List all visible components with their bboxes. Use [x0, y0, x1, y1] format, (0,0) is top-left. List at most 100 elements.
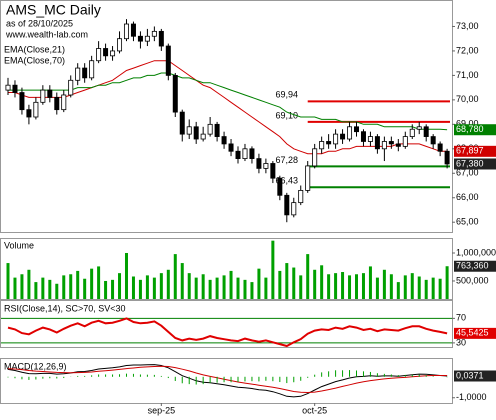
- bar: [306, 254, 310, 299]
- last-value-label: 0,0371: [456, 370, 484, 380]
- bar: [131, 276, 135, 299]
- legend-entry: MACD(12,26,9): [4, 361, 67, 371]
- candle-body: [103, 48, 109, 57]
- candle-body: [360, 131, 366, 142]
- bar: [90, 268, 94, 299]
- candle-body: [228, 143, 234, 152]
- histogram-bar: [314, 374, 316, 377]
- bar: [48, 279, 52, 299]
- candle-body: [235, 150, 241, 159]
- histogram-bar: [244, 376, 246, 382]
- last-value-label: 763,360: [456, 261, 489, 271]
- candle-body: [242, 148, 248, 159]
- histogram-bar: [376, 373, 378, 377]
- y-tick-label: 30: [456, 337, 466, 347]
- histogram-bar: [181, 376, 183, 384]
- chart-title: AMS_MC Daily: [6, 2, 101, 18]
- bar: [69, 274, 73, 299]
- candle-body: [179, 111, 185, 135]
- candle-body: [5, 84, 11, 91]
- histogram-bar: [153, 374, 155, 377]
- histogram-bar: [223, 376, 225, 383]
- bar: [361, 273, 365, 299]
- histogram-bar: [342, 370, 344, 377]
- bar: [403, 275, 407, 299]
- histogram-bar: [188, 376, 190, 385]
- bar: [76, 270, 80, 299]
- bar: [424, 279, 428, 299]
- histogram-bar: [356, 370, 357, 377]
- candle-body: [123, 23, 129, 40]
- bar: [417, 276, 421, 299]
- candle-body: [110, 50, 116, 57]
- histogram-bar: [230, 376, 232, 383]
- bar: [222, 275, 226, 299]
- panel-frame: [0, 238, 453, 300]
- histogram-bar: [98, 374, 100, 377]
- histogram-bar: [307, 376, 309, 378]
- bar: [438, 278, 442, 299]
- y-tick-label: 73,00: [456, 21, 479, 31]
- candle-body: [374, 136, 380, 150]
- histogram-bar: [390, 374, 392, 377]
- legend-entry: EMA(Close,21): [4, 44, 65, 54]
- bar: [55, 283, 59, 299]
- bar: [334, 273, 338, 299]
- candle-body: [444, 150, 450, 165]
- bar: [389, 274, 393, 299]
- bar: [118, 273, 122, 299]
- candle-body: [40, 89, 46, 103]
- bar: [285, 263, 289, 299]
- bar: [124, 252, 128, 299]
- y-tick-label: 70,00: [456, 94, 479, 104]
- level-label: 69,94: [275, 90, 298, 100]
- histogram-bar: [425, 375, 427, 377]
- bar: [396, 282, 400, 299]
- candle-body: [367, 136, 373, 142]
- bar: [13, 277, 17, 299]
- last-value-label: 68,780: [456, 124, 484, 134]
- last-value-label: 45,5425: [456, 328, 489, 338]
- candle-body: [430, 136, 436, 145]
- histogram-bar: [132, 373, 134, 377]
- candle-body: [68, 79, 74, 96]
- histogram-bar: [202, 376, 204, 385]
- bar: [215, 277, 219, 299]
- candle-body: [388, 141, 394, 145]
- candle-body: [256, 158, 262, 169]
- bar: [250, 282, 254, 299]
- bar: [264, 277, 268, 299]
- candle-body: [263, 163, 269, 169]
- bar: [341, 272, 345, 299]
- bar: [187, 273, 191, 299]
- candle-body: [214, 123, 220, 137]
- y-tick-label: 70: [456, 313, 466, 323]
- bar: [201, 274, 205, 299]
- bar: [368, 266, 372, 299]
- x-tick-label: sep-25: [148, 405, 176, 415]
- level-label: 66,43: [275, 176, 298, 186]
- bar: [145, 275, 149, 299]
- histogram-bar: [56, 376, 58, 379]
- candle-body: [144, 35, 150, 42]
- histogram-bar: [77, 375, 79, 377]
- bar: [194, 277, 198, 299]
- histogram-bar: [112, 374, 114, 377]
- last-value-box: [454, 260, 496, 272]
- histogram-bar: [139, 374, 141, 377]
- bar: [83, 278, 87, 299]
- candle-body: [89, 60, 95, 79]
- candle-body: [437, 143, 443, 152]
- bar: [382, 269, 386, 299]
- candle-body: [395, 143, 401, 147]
- candle-body: [186, 126, 192, 135]
- histogram-bar: [272, 376, 274, 382]
- candle-body: [19, 92, 25, 111]
- bar: [375, 277, 379, 299]
- bar: [159, 273, 163, 299]
- candle-body: [12, 84, 18, 93]
- bar: [34, 282, 38, 299]
- histogram-bar: [125, 373, 127, 377]
- histogram-bar: [174, 376, 176, 381]
- candle-body: [130, 23, 136, 37]
